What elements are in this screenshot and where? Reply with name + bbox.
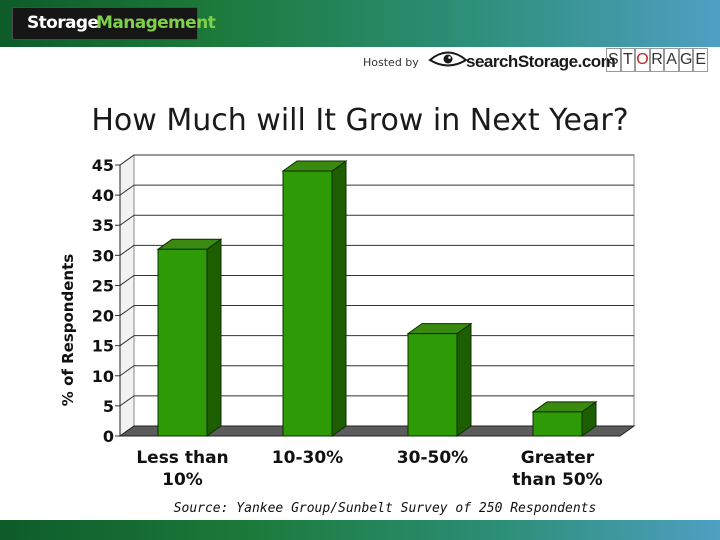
y-gridline-diagonal xyxy=(119,154,135,166)
x-category-label: 30-50% xyxy=(397,448,468,468)
storage-letter: A xyxy=(664,48,679,72)
x-category-label: 10-30% xyxy=(272,448,343,468)
logo-word-management: Management xyxy=(96,13,216,33)
y-gridline-diagonal xyxy=(119,305,135,316)
y-tick-label: 5 xyxy=(103,397,114,416)
storage-letter: E xyxy=(693,48,709,72)
footer-bar xyxy=(0,520,720,540)
searchstorage-link[interactable]: searchStorage.com xyxy=(466,52,616,71)
storage-magazine-logo[interactable]: S T O R A G E xyxy=(606,48,709,72)
y-tick-label: 30 xyxy=(92,246,114,265)
y-tick-label: 35 xyxy=(92,216,114,235)
logo-word-storage: Storage xyxy=(27,13,99,33)
storage-letter: S xyxy=(606,48,621,72)
bar xyxy=(532,411,583,437)
y-tick-label: 15 xyxy=(92,337,114,356)
y-gridline-diagonal xyxy=(119,214,135,226)
y-tick-label: 20 xyxy=(92,307,114,326)
x-category-label: Greater xyxy=(521,448,595,468)
y-tick-label: 10 xyxy=(92,367,114,386)
chart-side-wall xyxy=(119,154,135,437)
storage-letter: T xyxy=(620,48,636,72)
y-tick-label: 25 xyxy=(92,276,114,295)
storage-letter: O xyxy=(635,48,650,72)
y-gridline-diagonal xyxy=(119,244,135,256)
source-note: Source: Yankee Group/Sunbelt Survey of 2… xyxy=(173,501,597,516)
storage-letter: G xyxy=(678,48,694,72)
bar xyxy=(282,170,333,437)
storage-management-logo[interactable]: Storage Management xyxy=(12,7,216,40)
hosted-by-label: Hosted by xyxy=(363,56,419,69)
x-category-label: than 50% xyxy=(512,470,602,490)
x-category-label: 10% xyxy=(162,470,203,490)
y-gridline-diagonal xyxy=(119,365,135,377)
y-gridline-diagonal xyxy=(119,184,135,196)
bar-side xyxy=(206,238,222,437)
y-tick-label: 45 xyxy=(92,156,114,175)
bar-side xyxy=(456,322,472,437)
eye-icon xyxy=(428,51,468,67)
bar xyxy=(407,333,458,437)
header-band: Storage Management xyxy=(0,0,720,47)
storage-letter: R xyxy=(649,48,665,72)
page-title: How Much will It Grow in Next Year? xyxy=(91,103,629,138)
y-axis-title: % of Respondents xyxy=(59,254,77,406)
bar xyxy=(157,248,208,437)
x-category-label: Less than xyxy=(136,448,228,468)
y-gridline-diagonal xyxy=(119,335,135,347)
y-gridline-diagonal xyxy=(119,395,135,407)
bar-side xyxy=(331,160,347,437)
y-tick-label: 40 xyxy=(92,186,114,205)
y-tick-label: 0 xyxy=(103,427,114,446)
y-gridline-diagonal xyxy=(119,275,135,286)
